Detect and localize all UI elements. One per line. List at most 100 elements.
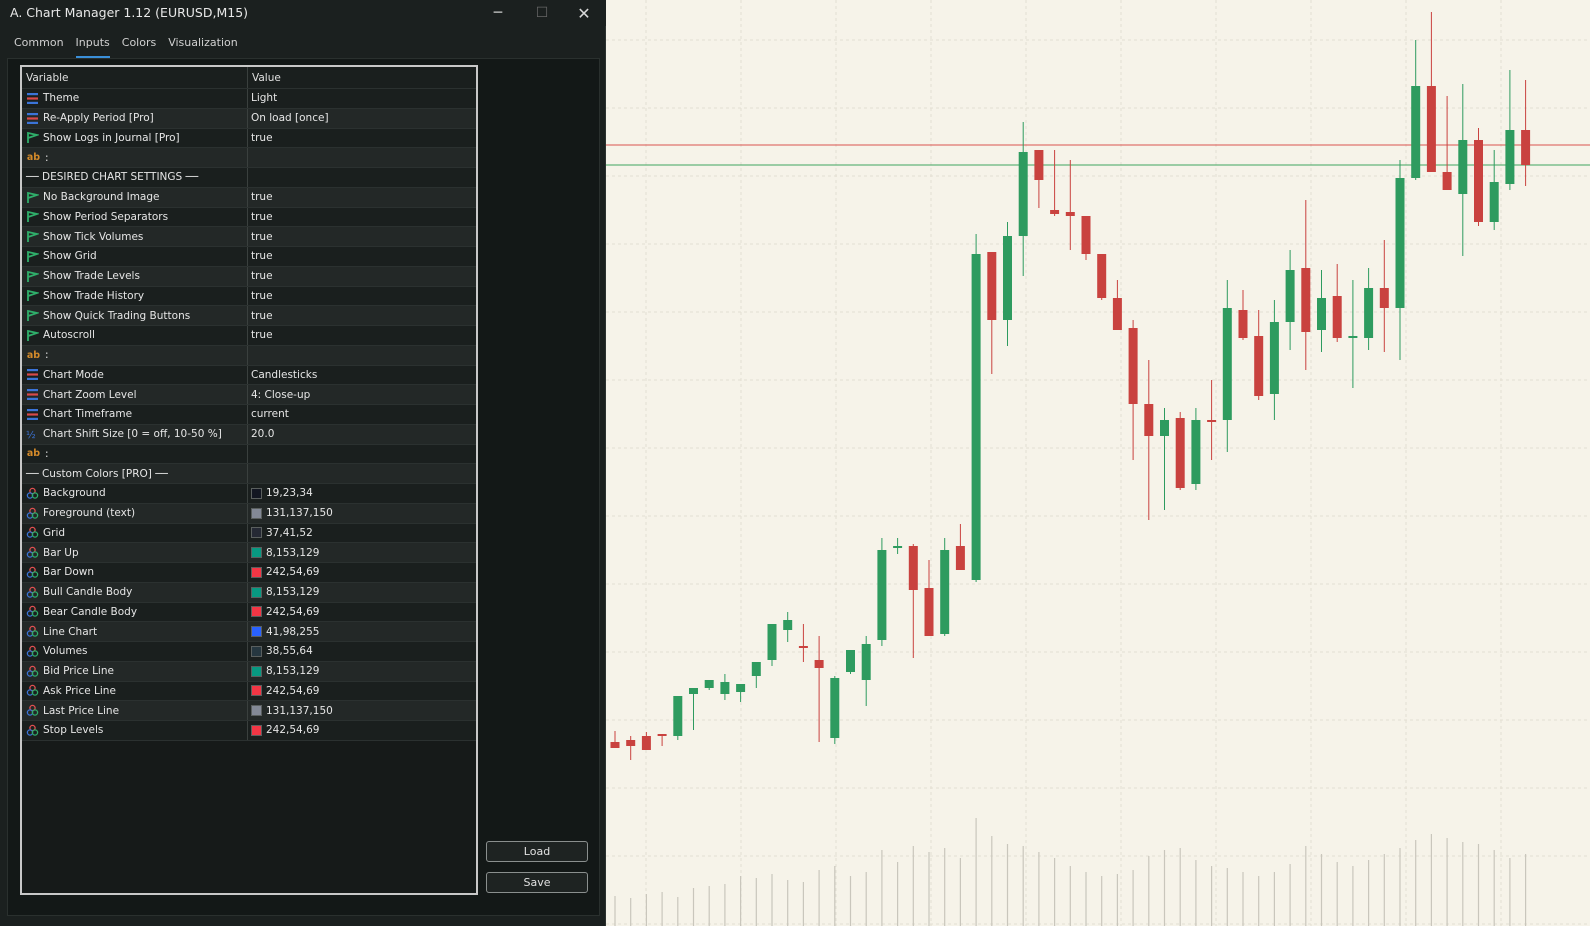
table-row[interactable]: Show Period Separators true	[22, 207, 476, 228]
table-row[interactable]: Show Trade History true	[22, 286, 476, 307]
table-row[interactable]: ab:	[22, 345, 476, 366]
table-row[interactable]: Foreground (text) 131,137,150	[22, 503, 476, 524]
value-cell[interactable]: true	[248, 287, 476, 306]
table-row[interactable]: Bull Candle Body 8,153,129	[22, 582, 476, 603]
value-cell[interactable]	[248, 148, 476, 167]
value-cell[interactable]	[248, 445, 476, 464]
table-row[interactable]: Ask Price Line 242,54,69	[22, 681, 476, 702]
value-cell[interactable]: true	[248, 326, 476, 345]
table-row[interactable]: Stop Levels 242,54,69	[22, 721, 476, 741]
table-row[interactable]: Re-Apply Period [Pro] On load [once]	[22, 108, 476, 129]
color-swatch[interactable]	[251, 724, 262, 736]
value-cell[interactable]: 8,153,129	[248, 662, 476, 681]
color-swatch[interactable]	[251, 606, 262, 618]
maximize-button[interactable]: ☐	[535, 5, 549, 21]
value-cell[interactable]: 20.0	[248, 425, 476, 444]
color-swatch[interactable]	[251, 626, 262, 638]
tab-colors[interactable]: Colors	[121, 36, 157, 49]
value-cell[interactable]: 131,137,150	[248, 701, 476, 720]
value-cell[interactable]: 8,153,129	[248, 543, 476, 562]
value-cell[interactable]: Candlesticks	[248, 366, 476, 385]
title-bar[interactable]: A. Chart Manager 1.12 (EURUSD,M15) ─ ☐ ✕	[0, 0, 606, 26]
value-cell[interactable]: 4: Close-up	[248, 385, 476, 404]
table-row[interactable]: Bear Candle Body 242,54,69	[22, 602, 476, 623]
bull-candle	[1269, 322, 1279, 394]
color-swatch[interactable]	[251, 685, 262, 697]
value-cell[interactable]: 131,137,150	[248, 504, 476, 523]
table-row[interactable]: Chart Mode Candlesticks	[22, 365, 476, 386]
color-swatch[interactable]	[251, 487, 262, 499]
color-swatch[interactable]	[251, 566, 262, 578]
table-row[interactable]: Bid Price Line 8,153,129	[22, 661, 476, 682]
bear-candle	[1379, 288, 1389, 308]
table-row[interactable]: Bar Down 242,54,69	[22, 563, 476, 583]
value-cell[interactable]: true	[248, 247, 476, 266]
value-cell[interactable]: current	[248, 405, 476, 424]
value-cell[interactable]: 242,54,69	[248, 682, 476, 701]
value-cell[interactable]	[248, 168, 476, 187]
table-row[interactable]: Theme Light	[22, 89, 476, 109]
table-row[interactable]: ½ Chart Shift Size [0 = off, 10-50 %] 20.0	[22, 424, 476, 445]
color-swatch[interactable]	[251, 547, 262, 559]
variable-cell: ab:	[22, 444, 248, 464]
color-swatch[interactable]	[251, 586, 262, 598]
color-swatch[interactable]	[251, 645, 262, 657]
table-row[interactable]: Show Trade Levels true	[22, 266, 476, 287]
color-swatch[interactable]	[251, 665, 262, 677]
table-row[interactable]: ── Custom Colors [PRO] ──	[22, 464, 476, 484]
color-swatch[interactable]	[251, 705, 262, 717]
table-row[interactable]: Show Grid true	[22, 247, 476, 267]
tab-inputs[interactable]: Inputs	[70, 34, 116, 58]
value-cell[interactable]: true	[248, 129, 476, 148]
value-cell[interactable]: 37,41,52	[248, 524, 476, 543]
value-cell[interactable]: 38,55,64	[248, 642, 476, 661]
value-cell[interactable]	[248, 346, 476, 365]
table-row[interactable]: Last Price Line 131,137,150	[22, 701, 476, 721]
load-button[interactable]: Load	[486, 841, 588, 862]
color-swatch[interactable]	[251, 507, 262, 519]
tab-visualization[interactable]: Visualization	[168, 36, 238, 49]
table-row[interactable]: ab:	[22, 444, 476, 465]
value-cell[interactable]	[248, 464, 476, 483]
table-row[interactable]: No Background Image true	[22, 187, 476, 208]
table-row[interactable]: Chart Timeframe current	[22, 405, 476, 425]
value-cell[interactable]: 242,54,69	[248, 603, 476, 622]
close-button[interactable]: ✕	[577, 3, 591, 23]
value-cell[interactable]: On load [once]	[248, 109, 476, 128]
value-cell[interactable]: true	[248, 306, 476, 325]
table-row[interactable]: Show Quick Trading Buttons true	[22, 306, 476, 326]
table-row[interactable]: Line Chart 41,98,255	[22, 622, 476, 642]
value-cell[interactable]: true	[248, 227, 476, 246]
save-button[interactable]: Save	[486, 872, 588, 893]
value-cell[interactable]: Light	[248, 89, 476, 108]
column-header-variable[interactable]: Variable	[22, 67, 248, 88]
grid-rows: Theme Light Re-Apply Period [Pro] On load […	[22, 89, 476, 741]
table-row[interactable]: Volumes 38,55,64	[22, 642, 476, 662]
table-row[interactable]: Background 19,23,34	[22, 484, 476, 504]
table-row[interactable]: Bar Up 8,153,129	[22, 543, 476, 563]
variable-label: Bear Candle Body	[43, 605, 138, 618]
table-row[interactable]: Show Logs in Journal [Pro] true	[22, 128, 476, 149]
column-header-value[interactable]: Value	[252, 71, 281, 84]
value-cell[interactable]: true	[248, 208, 476, 227]
minimize-button[interactable]: ─	[493, 5, 503, 21]
table-row[interactable]: Chart Zoom Level 4: Close-up	[22, 385, 476, 405]
enum-icon	[26, 368, 39, 381]
table-row[interactable]: ── DESIRED CHART SETTINGS ──	[22, 168, 476, 188]
variable-label: Re-Apply Period [Pro]	[43, 112, 154, 125]
table-row[interactable]: Autoscroll true	[22, 326, 476, 346]
value-cell[interactable]: true	[248, 188, 476, 207]
value-cell[interactable]: true	[248, 267, 476, 286]
color-swatch[interactable]	[251, 527, 262, 539]
value-cell[interactable]: 41,98,255	[248, 622, 476, 641]
table-row[interactable]: Show Tick Volumes true	[22, 227, 476, 247]
tab-common[interactable]: Common	[14, 36, 64, 49]
value-cell[interactable]: 8,153,129	[248, 583, 476, 602]
value-cell[interactable]: 19,23,34	[248, 484, 476, 503]
value-cell[interactable]: 242,54,69	[248, 721, 476, 740]
bool-icon	[26, 191, 39, 204]
table-row[interactable]: Grid 37,41,52	[22, 523, 476, 544]
price-chart[interactable]	[606, 0, 1590, 926]
table-row[interactable]: ab:	[22, 148, 476, 168]
value-cell[interactable]: 242,54,69	[248, 563, 476, 582]
